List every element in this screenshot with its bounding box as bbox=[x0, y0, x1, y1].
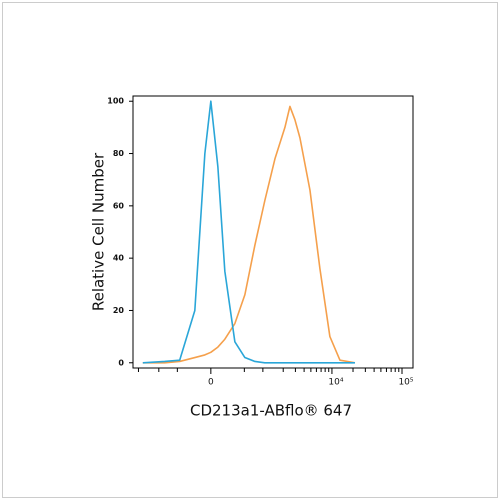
y-tick-label: 60 bbox=[113, 201, 125, 210]
frame bbox=[2, 2, 498, 498]
y-axis-label: Relative Cell Number bbox=[90, 152, 108, 311]
y-tick-label: 20 bbox=[113, 306, 125, 315]
plot-area bbox=[132, 95, 414, 369]
y-tick-label: 80 bbox=[113, 149, 125, 158]
x-axis-label: CD213a1-ABflo® 647 bbox=[190, 402, 352, 420]
y-tick-label: 100 bbox=[107, 97, 124, 106]
histogram-line bbox=[142, 100, 355, 364]
x-tick-label: 10⁴ bbox=[328, 378, 343, 388]
y-tick-label: 40 bbox=[113, 254, 125, 263]
histogram-line bbox=[142, 105, 356, 364]
x-tick-label: 10⁵ bbox=[398, 378, 413, 388]
y-tick-label: 0 bbox=[118, 358, 124, 367]
x-tick-label: 0 bbox=[208, 378, 214, 388]
